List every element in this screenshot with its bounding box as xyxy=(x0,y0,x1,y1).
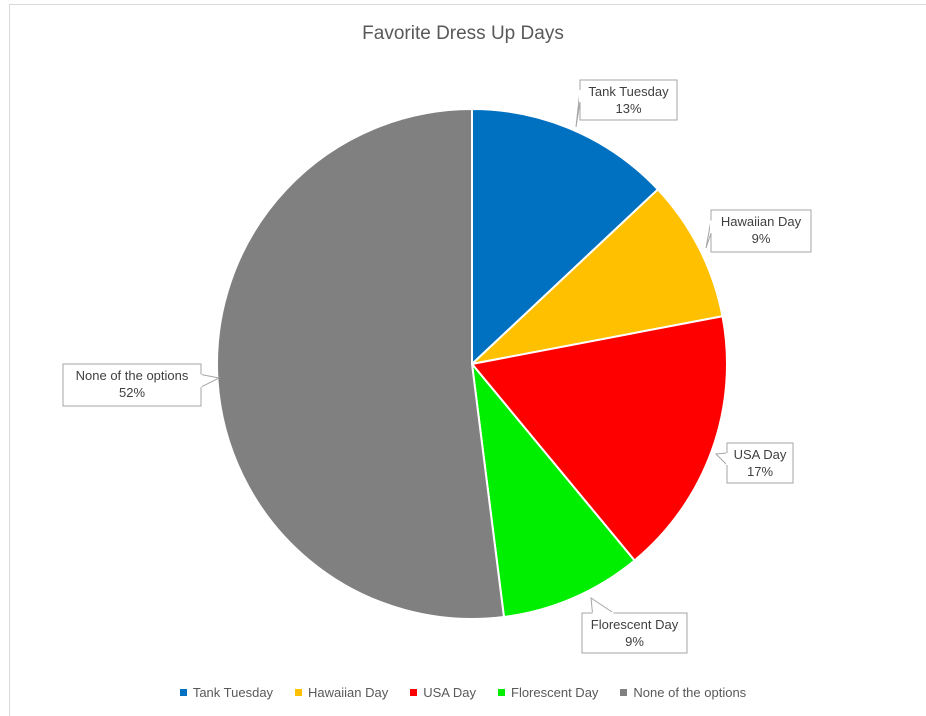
data-label-box xyxy=(579,79,678,121)
data-label-none-of-the-options: None of the options 52% xyxy=(62,363,221,407)
chart-title: Favorite Dress Up Days xyxy=(362,23,564,44)
chart-legend: Tank Tuesday Hawaiian Day USA Day Florescen… xyxy=(0,685,926,700)
legend-item-hawaiian-day: Hawaiian Day xyxy=(295,685,388,700)
data-label-category: None of the options xyxy=(76,368,189,383)
data-label-value: 9% xyxy=(752,231,771,246)
legend-swatch xyxy=(179,689,187,696)
pie-slice-florescent-day xyxy=(470,360,636,619)
legend-item-tank-tuesday: Tank Tuesday xyxy=(179,685,274,700)
legend-item-florescent-day: Florescent Day xyxy=(498,685,598,700)
data-label-box xyxy=(62,363,202,407)
data-label-box xyxy=(726,442,794,484)
data-label-hawaiian-day: Hawaiian Day 9% xyxy=(705,209,812,253)
data-label-florescent-day: Florescent Day 9% xyxy=(581,596,688,654)
legend-swatch xyxy=(498,689,505,696)
data-label-box xyxy=(710,209,812,253)
pie-slices xyxy=(216,107,728,620)
data-label-usa-day: USA Day 17% xyxy=(714,442,794,484)
pie-slice-usa-day xyxy=(470,315,728,562)
data-label-value: 13% xyxy=(615,101,641,116)
data-label-pointer xyxy=(590,596,616,614)
data-label-tank-tuesday: Tank Tuesday 13% xyxy=(575,79,678,128)
legend-label: Hawaiian Day xyxy=(308,685,389,700)
legend-label: None of the options xyxy=(633,685,747,700)
legend-swatch xyxy=(410,689,418,696)
data-label-value: 52% xyxy=(119,385,145,400)
legend-swatch xyxy=(295,689,303,696)
legend-label: Florescent Day xyxy=(511,685,599,700)
data-label-box xyxy=(581,612,688,654)
data-label-value: 9% xyxy=(625,634,644,649)
pie-slice-tank-tuesday xyxy=(471,107,660,367)
legend-swatch xyxy=(620,689,628,696)
data-label-category: Tank Tuesday xyxy=(588,84,669,99)
pie-slice-none-of-the-options xyxy=(216,107,506,620)
data-label-category: Florescent Day xyxy=(591,617,679,632)
pie-slice-hawaiian-day xyxy=(468,188,724,366)
data-label-value: 17% xyxy=(747,464,773,479)
legend-item-none-of-the-options: None of the options xyxy=(620,685,746,700)
legend-label: Tank Tuesday xyxy=(192,685,274,700)
data-label-category: USA Day xyxy=(734,447,787,462)
legend-label: USA Day xyxy=(423,685,476,700)
data-label-category: Hawaiian Day xyxy=(721,214,802,229)
legend-item-usa-day: USA Day xyxy=(410,685,476,700)
data-label-pointer xyxy=(714,452,728,467)
